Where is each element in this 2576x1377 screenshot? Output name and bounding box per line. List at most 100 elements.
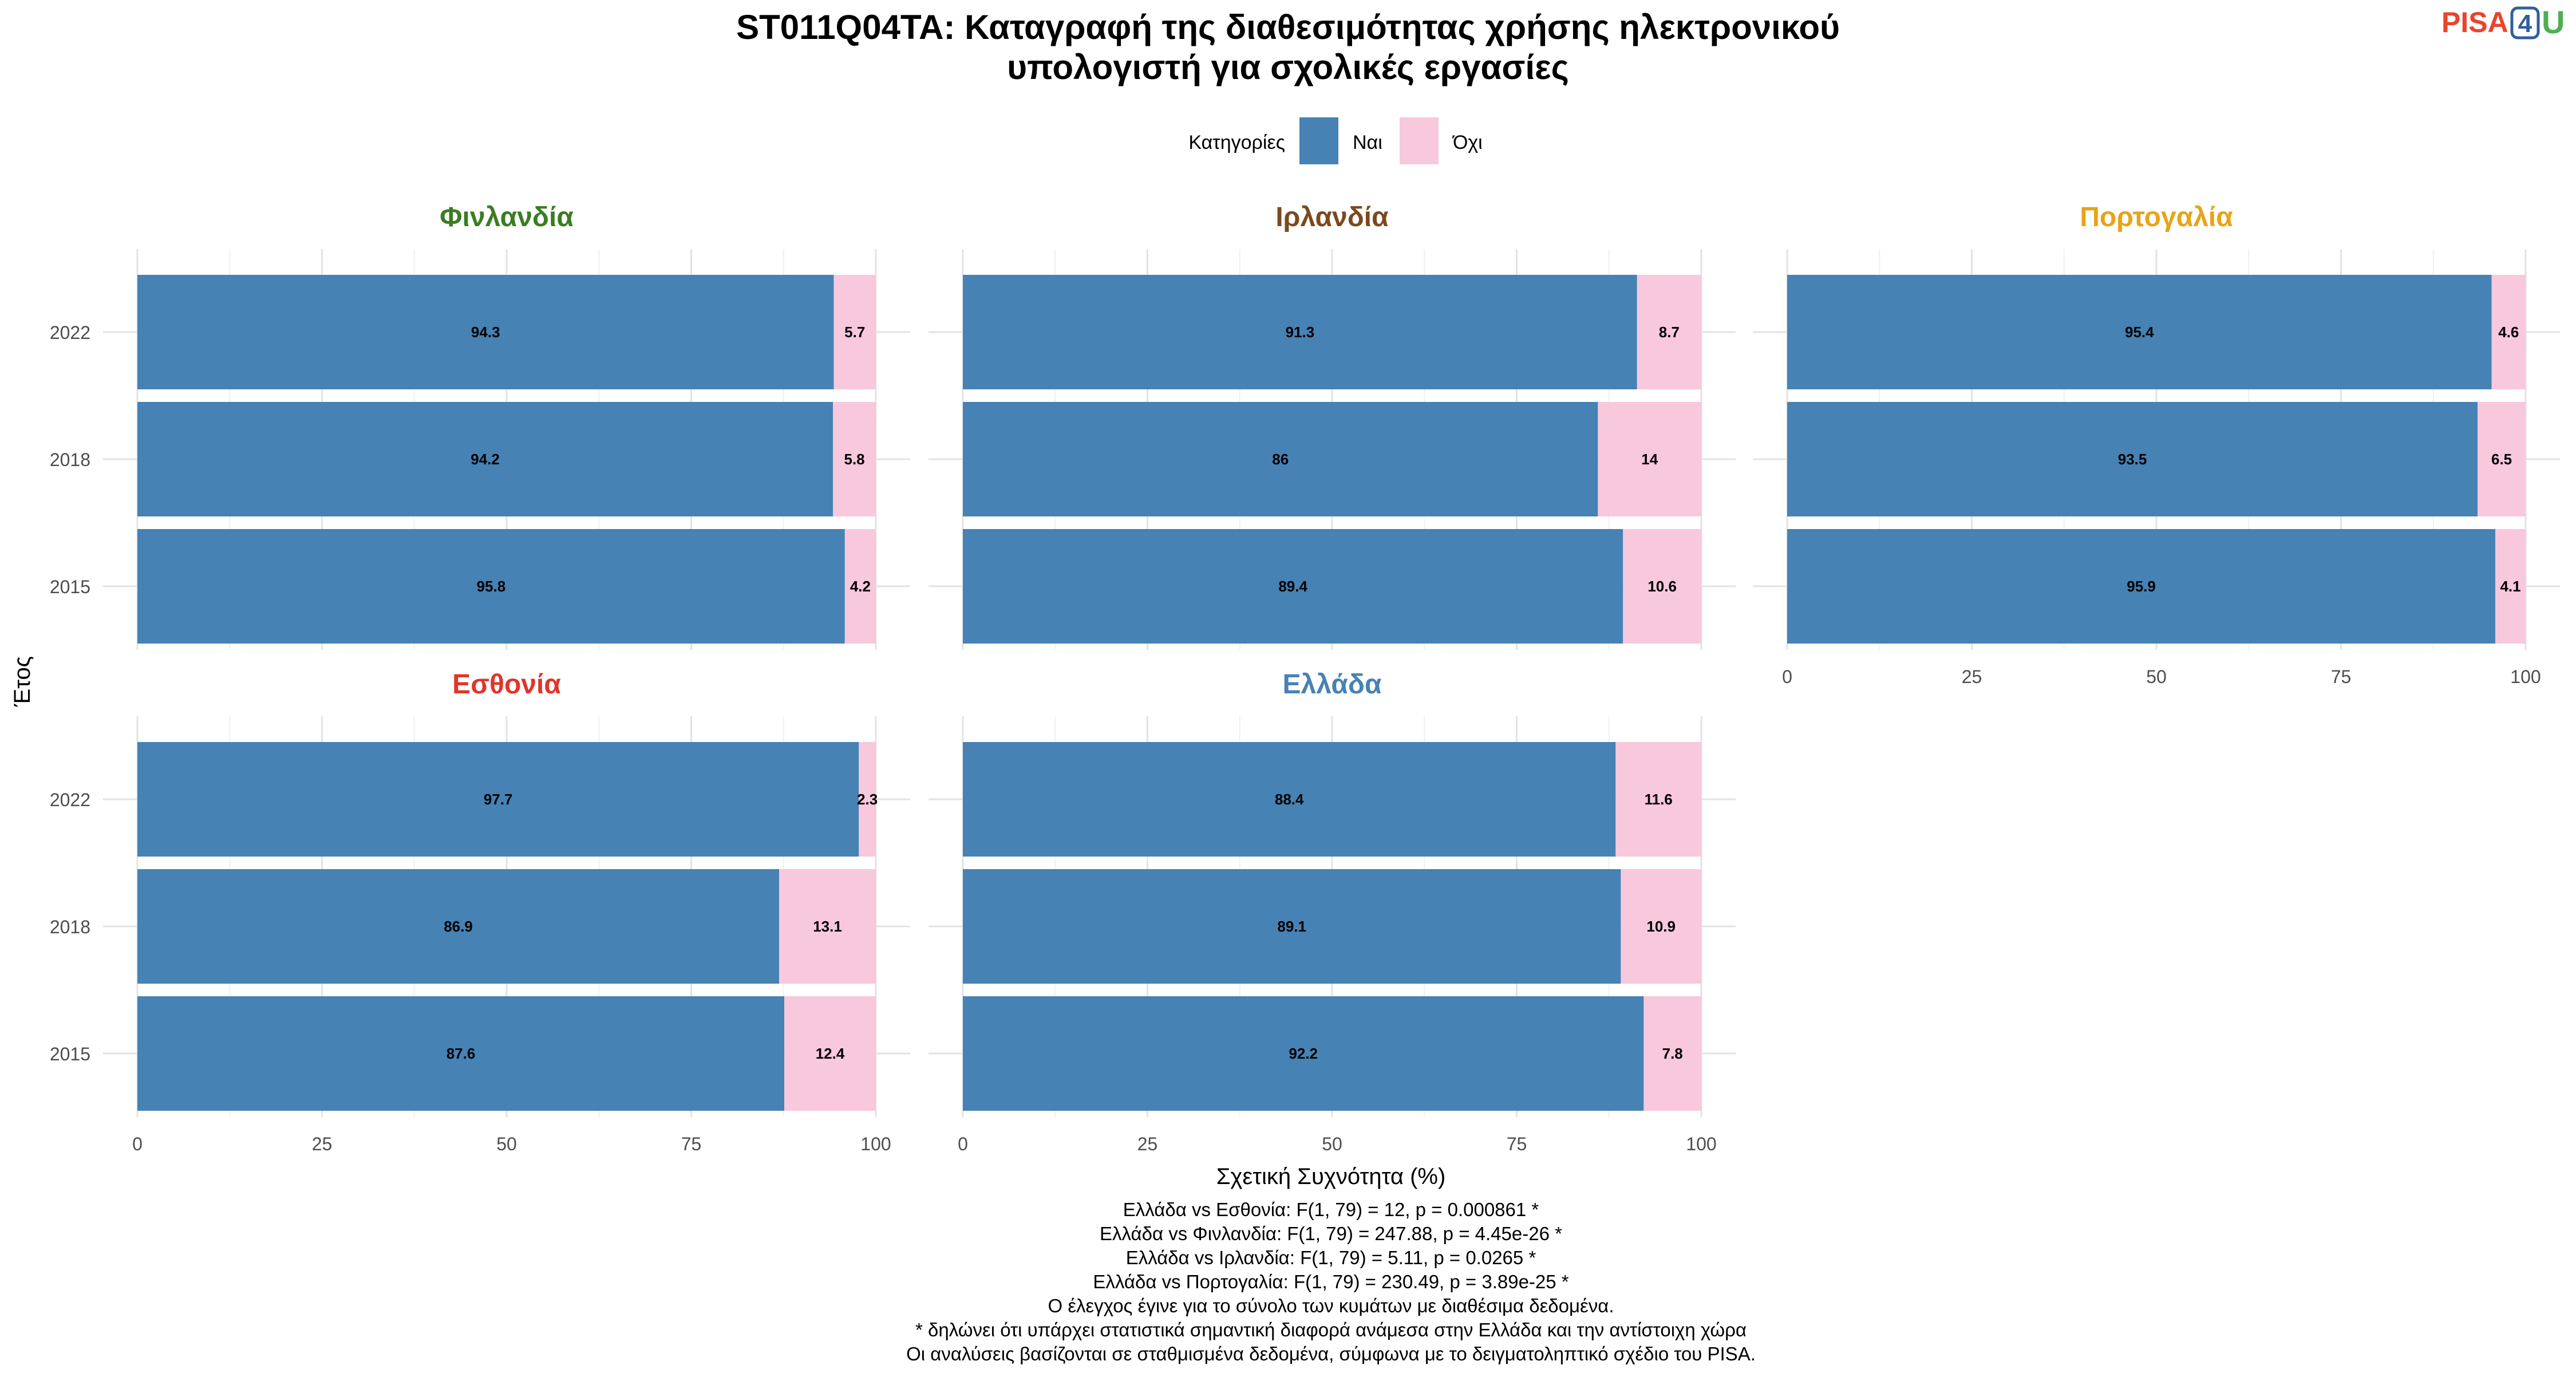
bar-Ναι — [137, 529, 845, 644]
data-label: 88.4 — [1275, 791, 1304, 808]
data-label: 92.2 — [1289, 1045, 1318, 1062]
bar-Ναι — [963, 529, 1623, 644]
x-tick-label: 50 — [2146, 666, 2167, 687]
data-label: 95.4 — [2125, 323, 2154, 341]
y-axis-title: Έτος — [10, 656, 35, 707]
data-label: 95.8 — [477, 578, 506, 595]
bar-Όχι — [2491, 275, 2526, 389]
data-label: 87.6 — [447, 1045, 476, 1062]
panel-title: Φινλανδία — [440, 202, 574, 232]
bar-Ναι — [137, 742, 859, 857]
data-label: 94.2 — [471, 451, 500, 468]
x-tick-label: 25 — [1137, 1134, 1158, 1154]
data-label: 89.4 — [1278, 578, 1307, 595]
footnote: * δηλώνει ότι υπάρχει στατιστικά σημαντι… — [915, 1319, 1747, 1340]
logo-text: PISA — [2441, 6, 2508, 38]
logo-text: 4 — [2518, 10, 2532, 38]
footnote: Ελλάδα vs Πορτογαλία: F(1, 79) = 230.49,… — [1093, 1271, 1568, 1292]
data-label: 4.6 — [2498, 323, 2519, 341]
data-label: 5.8 — [844, 451, 865, 468]
bar-Ναι — [1787, 529, 2496, 644]
x-tick-label: 25 — [312, 1134, 333, 1154]
bar-Ναι — [963, 742, 1616, 857]
bar-Ναι — [963, 869, 1621, 984]
bar-Ναι — [137, 869, 780, 984]
x-tick-label: 0 — [132, 1134, 143, 1154]
panel-title: Πορτογαλία — [2080, 202, 2233, 232]
data-label: 97.7 — [484, 791, 513, 808]
data-label: 10.6 — [1647, 578, 1677, 595]
footnote: Ελλάδα vs Ιρλανδία: F(1, 79) = 5.11, p =… — [1126, 1247, 1536, 1268]
data-label: 11.6 — [1645, 791, 1673, 808]
bar-Όχι — [859, 742, 876, 857]
x-tick-label: 100 — [2510, 666, 2541, 687]
panel-title: Ιρλανδία — [1275, 202, 1389, 232]
bar-Ναι — [963, 402, 1598, 516]
bar-Ναι — [963, 996, 1644, 1111]
data-label: 5.7 — [844, 323, 865, 341]
footnote: Ελλάδα vs Εσθονία: F(1, 79) = 12, p = 0.… — [1123, 1199, 1539, 1220]
legend-label: Όχι — [1452, 132, 1483, 153]
y-tick-label: 2015 — [50, 577, 90, 597]
data-label: 86.9 — [444, 918, 473, 935]
bar-Όχι — [1623, 529, 1701, 644]
bar-Όχι — [1615, 742, 1701, 857]
y-tick-label: 2018 — [50, 917, 90, 937]
legend-swatch — [1299, 117, 1338, 164]
bar-Όχι — [844, 529, 876, 644]
data-label: 2.3 — [857, 791, 878, 808]
legend-swatch — [1400, 117, 1439, 164]
bar-Όχι — [1598, 402, 1701, 516]
x-tick-label: 100 — [1686, 1134, 1716, 1154]
data-label: 95.9 — [2127, 578, 2156, 595]
x-tick-label: 50 — [1322, 1134, 1342, 1154]
bar-Όχι — [833, 402, 876, 516]
panel-title: Ελλάδα — [1283, 669, 1382, 700]
x-tick-label: 0 — [1782, 666, 1792, 687]
bar-Ναι — [963, 275, 1637, 389]
bar-Όχι — [2478, 402, 2526, 516]
x-tick-label: 0 — [958, 1134, 968, 1154]
legend-label: Ναι — [1353, 132, 1382, 153]
bar-Ναι — [137, 402, 833, 516]
logo-text: U — [2542, 4, 2565, 40]
bar-Ναι — [1787, 402, 2478, 516]
bar-Όχι — [1643, 996, 1701, 1111]
data-label: 89.1 — [1277, 918, 1306, 935]
footnote: Οι αναλύσεις βασίζονται σε σταθμισμένα δ… — [906, 1343, 1756, 1364]
bar-Όχι — [784, 996, 876, 1111]
x-tick-label: 75 — [2331, 666, 2352, 687]
logo-box — [2510, 6, 2540, 40]
panel-title: Εσθονία — [452, 669, 561, 700]
bar-Όχι — [1637, 275, 1701, 389]
legend-title: Κατηγορίες — [1188, 132, 1285, 153]
chart-title-line: υπολογιστή για σχολικές εργασίες — [1007, 48, 1569, 86]
data-label: 93.5 — [2118, 451, 2147, 468]
x-tick-label: 25 — [1962, 666, 1982, 687]
data-label: 4.2 — [850, 578, 871, 595]
chart-title-line: ST011Q04TA: Καταγραφή της διαθεσιμότητας… — [736, 8, 1840, 46]
bar-Ναι — [137, 996, 785, 1111]
data-label: 86 — [1272, 451, 1289, 468]
data-label: 14 — [1641, 451, 1658, 468]
data-label: 94.3 — [471, 323, 500, 341]
x-tick-label: 100 — [860, 1134, 891, 1154]
y-tick-label: 2015 — [50, 1044, 90, 1064]
data-label: 4.1 — [2500, 578, 2520, 595]
bar-Ναι — [1787, 275, 2492, 389]
data-label: 8.7 — [1659, 323, 1680, 341]
bar-Όχι — [833, 275, 876, 389]
data-label: 7.8 — [1662, 1045, 1683, 1062]
footnote: Ελλάδα vs Φινλανδία: F(1, 79) = 247.88, … — [1100, 1223, 1562, 1244]
x-axis-title: Σχετική Συχνότητα (%) — [1216, 1164, 1446, 1189]
bar-Όχι — [779, 869, 876, 984]
data-label: 10.9 — [1646, 918, 1676, 935]
bar-Όχι — [1621, 869, 1701, 984]
data-label: 6.5 — [2491, 451, 2512, 468]
x-tick-label: 75 — [681, 1134, 702, 1154]
data-label: 13.1 — [813, 918, 842, 935]
footnote: Ο έλεγχος έγινε για το σύνολο των κυμάτω… — [1048, 1295, 1614, 1316]
data-label: 91.3 — [1286, 323, 1315, 341]
